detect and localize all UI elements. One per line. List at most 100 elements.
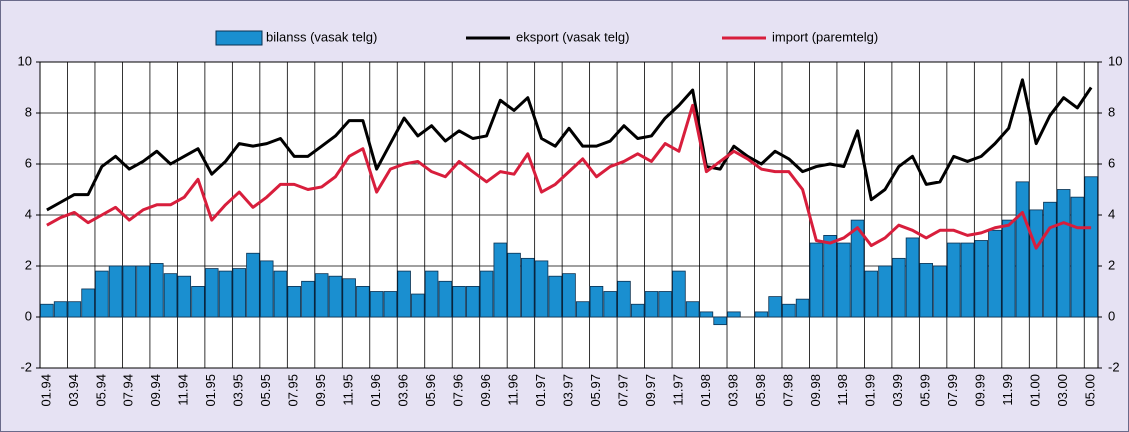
bar bbox=[685, 301, 700, 318]
x-tick-label: 01.99 bbox=[863, 374, 878, 407]
bar bbox=[191, 285, 205, 318]
x-tick-label: 09.99 bbox=[973, 374, 988, 407]
y2-tick-label: 10 bbox=[1108, 53, 1122, 68]
bar bbox=[754, 311, 769, 318]
bar bbox=[946, 242, 961, 318]
bar bbox=[356, 285, 370, 318]
bar bbox=[53, 301, 68, 318]
bar bbox=[589, 285, 604, 318]
bar bbox=[493, 242, 508, 318]
legend-label: bilanss (vasak telg) bbox=[266, 29, 377, 44]
bar bbox=[603, 291, 617, 318]
bar bbox=[314, 273, 329, 318]
bar bbox=[727, 311, 741, 318]
bar bbox=[837, 242, 851, 318]
bar bbox=[397, 270, 411, 318]
bar bbox=[273, 270, 288, 318]
x-tick-label: 05.95 bbox=[258, 374, 273, 407]
y2-tick-label: -2 bbox=[1108, 359, 1120, 374]
bar bbox=[672, 270, 686, 318]
x-tick-label: 03.98 bbox=[725, 374, 740, 407]
x-tick-label: 07.96 bbox=[451, 374, 466, 407]
bar bbox=[301, 280, 315, 318]
bar bbox=[960, 242, 975, 318]
x-tick-label: 05.94 bbox=[93, 374, 108, 407]
legend-swatch bbox=[215, 30, 263, 46]
x-tick-label: 07.99 bbox=[945, 374, 960, 407]
y2-tick-label: 2 bbox=[1108, 257, 1115, 272]
x-tick-label: 01.95 bbox=[203, 374, 218, 407]
y2-tick-label: 0 bbox=[1108, 308, 1115, 323]
x-tick-label: 11.96 bbox=[505, 374, 520, 406]
line bbox=[46, 78, 1093, 212]
bar bbox=[1015, 181, 1030, 318]
y-tick-label: 8 bbox=[25, 104, 32, 119]
x-tick-label: 01.00 bbox=[1028, 374, 1043, 407]
bar bbox=[1029, 209, 1043, 318]
bar bbox=[287, 285, 301, 318]
bar bbox=[438, 280, 453, 318]
y-tick-label: 2 bbox=[25, 257, 32, 272]
x-tick-label: 05.97 bbox=[588, 374, 603, 407]
x-tick-label: 01.94 bbox=[38, 374, 53, 407]
x-tick-label: 05.96 bbox=[423, 374, 438, 407]
x-tick-label: 09.95 bbox=[313, 374, 328, 407]
bar bbox=[204, 268, 219, 318]
bar bbox=[878, 265, 892, 318]
bar bbox=[548, 275, 563, 318]
bar bbox=[988, 229, 1002, 318]
x-tick-label: 11.94 bbox=[176, 374, 191, 406]
bar bbox=[466, 285, 480, 318]
bar bbox=[163, 273, 178, 318]
y-tick-label: 6 bbox=[25, 155, 32, 170]
x-tick-label: 03.96 bbox=[396, 374, 411, 407]
bar bbox=[1056, 189, 1071, 318]
bar bbox=[177, 275, 192, 318]
y-tick-label: 4 bbox=[25, 206, 32, 221]
bar bbox=[575, 301, 590, 318]
bar bbox=[644, 291, 659, 318]
bar bbox=[1070, 196, 1085, 318]
y-tick-label: -2 bbox=[20, 359, 32, 374]
x-tick-label: 05.00 bbox=[1083, 374, 1098, 407]
bar bbox=[891, 257, 906, 318]
bar bbox=[507, 252, 521, 318]
bar bbox=[67, 301, 82, 318]
x-tick-label: 01.97 bbox=[533, 374, 548, 407]
y2-tick-label: 6 bbox=[1108, 155, 1115, 170]
bar bbox=[479, 270, 494, 318]
x-tick-label: 05.98 bbox=[753, 374, 768, 407]
bar bbox=[617, 280, 631, 318]
x-tick-label: 07.95 bbox=[286, 374, 301, 407]
x-tick-label: 05.99 bbox=[918, 374, 933, 407]
bar bbox=[534, 260, 549, 318]
x-tick-label: 09.96 bbox=[478, 374, 493, 407]
bar bbox=[850, 219, 865, 318]
x-tick-label: 07.94 bbox=[121, 374, 136, 407]
bar bbox=[699, 311, 714, 318]
bar bbox=[328, 275, 343, 318]
legend-label: eksport (vasak telg) bbox=[516, 29, 629, 44]
bar bbox=[905, 237, 920, 318]
x-tick-label: 03.94 bbox=[66, 374, 81, 407]
y-tick-label: 0 bbox=[25, 308, 32, 323]
bar bbox=[1001, 219, 1016, 318]
bar bbox=[658, 291, 672, 318]
bar bbox=[823, 234, 837, 318]
bar bbox=[782, 303, 796, 318]
bar bbox=[521, 257, 535, 318]
line bbox=[46, 103, 1092, 250]
y-tick-label: 10 bbox=[18, 53, 32, 68]
bar bbox=[108, 265, 123, 318]
bar bbox=[232, 268, 247, 318]
bar bbox=[40, 303, 54, 318]
bar bbox=[122, 265, 137, 318]
x-tick-label: 03.95 bbox=[231, 374, 246, 407]
x-tick-label: 11.97 bbox=[670, 374, 685, 406]
x-tick-label: 07.97 bbox=[615, 374, 630, 407]
y2-tick-label: 8 bbox=[1108, 104, 1115, 119]
x-tick-label: 07.98 bbox=[780, 374, 795, 407]
x-tick-label: 09.94 bbox=[148, 374, 163, 407]
bar bbox=[424, 270, 439, 318]
bar bbox=[259, 260, 274, 318]
